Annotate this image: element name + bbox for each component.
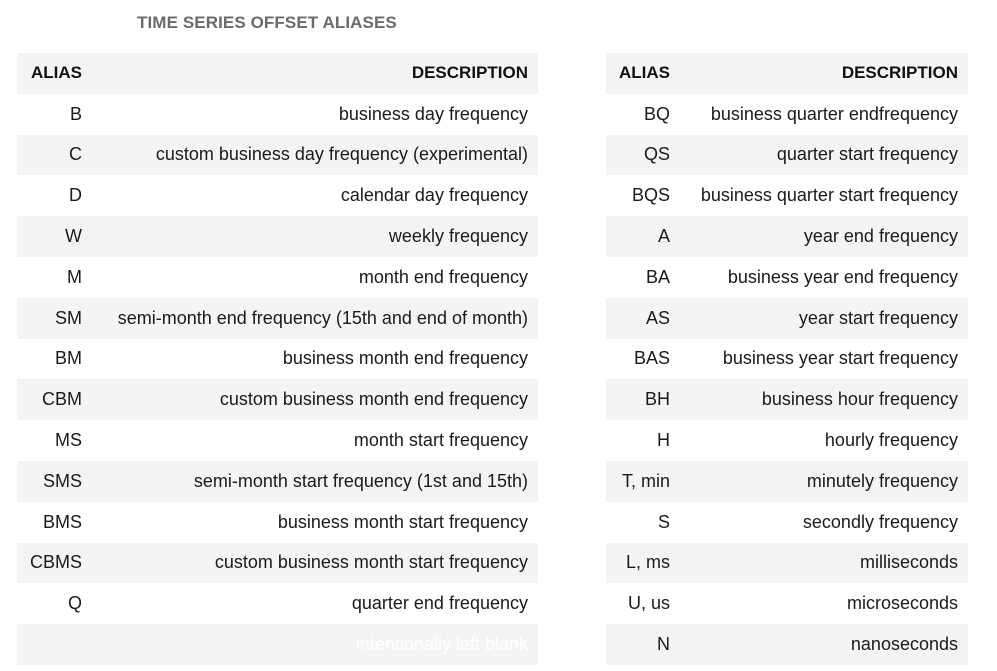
alias-cell: D [69,185,82,206]
description-column-header: DESCRIPTION [841,63,958,83]
blank-placeholder-cell: intentionally left blank [355,634,528,655]
description-cell: custom business month end frequency [219,389,528,410]
alias-cell: BQS [631,185,670,206]
table-row: BAS business year start frequency [606,338,968,380]
description-cell: calendar day frequency [340,185,528,206]
table-row: T, min minutely frequency [606,460,968,502]
table-row: BH business hour frequency [606,379,968,421]
alias-cell: CBMS [29,552,82,573]
alias-cell: SM [55,307,82,328]
table-row: BMS business month start frequency [17,501,538,543]
description-cell: quarter start frequency [776,144,958,165]
table-header-row: ALIAS DESCRIPTION [17,53,538,94]
description-cell: business year start frequency [722,348,958,369]
description-cell: microseconds [846,593,958,614]
alias-cell: A [657,226,670,247]
description-cell: business quarter endfrequency [710,103,958,124]
alias-cell: CBM [42,389,82,410]
alias-cell: BMS [42,511,82,532]
table-row: M month end frequency [17,256,538,298]
alias-cell: U, us [627,593,670,614]
description-cell: business day frequency [338,103,528,124]
alias-cell: BQ [643,103,670,124]
table-row: BQS business quarter start frequency [606,175,968,217]
table-row: SM semi-month end frequency (15th and en… [17,297,538,339]
table-row: B business day frequency [17,93,538,135]
table-row: S secondly frequency [606,501,968,543]
page-title: TIME SERIES OFFSET ALIASES [137,13,397,32]
table-header-row: ALIAS DESCRIPTION [606,53,968,94]
alias-cell: L, ms [625,552,670,573]
description-cell: year end frequency [803,226,958,247]
description-cell: nanoseconds [850,634,958,655]
table-row: U, us microseconds [606,583,968,625]
alias-cell: SMS [42,470,82,491]
description-cell: business hour frequency [761,389,958,410]
table-row: Q quarter end frequency [17,583,538,625]
description-cell: business month start frequency [277,511,528,532]
table-row: BQ business quarter endfrequency [606,93,968,135]
alias-column-header: ALIAS [619,63,670,83]
alias-cell: T, min [621,470,670,491]
table-row: CBM custom business month end frequency [17,379,538,421]
table-row: H hourly frequency [606,420,968,461]
alias-cell: M [67,266,82,287]
right-alias-table: ALIAS DESCRIPTION BQ business quarter en… [606,53,968,665]
description-cell: secondly frequency [802,511,958,532]
table-row: MS month start frequency [17,420,538,461]
table-row: intentionally left blank [17,624,538,665]
alias-cell: B [69,103,82,124]
description-cell: semi-month end frequency (15th and end o… [117,307,528,328]
alias-cell: W [65,226,82,247]
alias-cell: H [657,430,670,451]
description-cell: business year end frequency [727,266,958,287]
alias-cell: BA [645,266,670,287]
alias-cell: N [657,634,670,655]
alias-cell: BM [55,348,82,369]
alias-cell: QS [643,144,670,165]
table-row: AS year start frequency [606,297,968,339]
table-row: A year end frequency [606,216,968,257]
description-cell: milliseconds [859,552,958,573]
alias-cell: MS [55,430,82,451]
table-row: BA business year end frequency [606,256,968,298]
alias-cell: Q [67,593,82,614]
table-row: W weekly frequency [17,216,538,257]
table-row: L, ms milliseconds [606,542,968,584]
table-row: CBMS custom business month start frequen… [17,542,538,584]
table-row: C custom business day frequency (experim… [17,134,538,176]
description-column-header: DESCRIPTION [411,63,528,83]
table-row: N nanoseconds [606,624,968,665]
description-cell: quarter end frequency [351,593,528,614]
description-cell: month start frequency [353,430,528,451]
alias-column-header: ALIAS [31,63,82,83]
table-row: BM business month end frequency [17,338,538,380]
description-cell: month end frequency [358,266,528,287]
description-cell: business quarter start frequency [700,185,958,206]
alias-cell: AS [645,307,670,328]
table-row: QS quarter start frequency [606,134,968,176]
table-row: SMS semi-month start frequency (1st and … [17,460,538,502]
description-cell: year start frequency [798,307,958,328]
description-cell: semi-month start frequency (1st and 15th… [193,470,528,491]
description-cell: custom business day frequency (experimen… [155,144,528,165]
left-alias-table: ALIAS DESCRIPTION B business day frequen… [17,53,538,665]
description-cell: business month end frequency [282,348,528,369]
description-cell: hourly frequency [824,430,958,451]
alias-cell: S [657,511,670,532]
alias-cell: BAS [633,348,670,369]
description-cell: custom business month start frequency [214,552,528,573]
alias-cell [17,624,92,665]
alias-cell: C [69,144,82,165]
description-cell: weekly frequency [388,226,528,247]
table-row: D calendar day frequency [17,175,538,217]
alias-cell: BH [644,389,670,410]
description-cell: minutely frequency [806,470,958,491]
